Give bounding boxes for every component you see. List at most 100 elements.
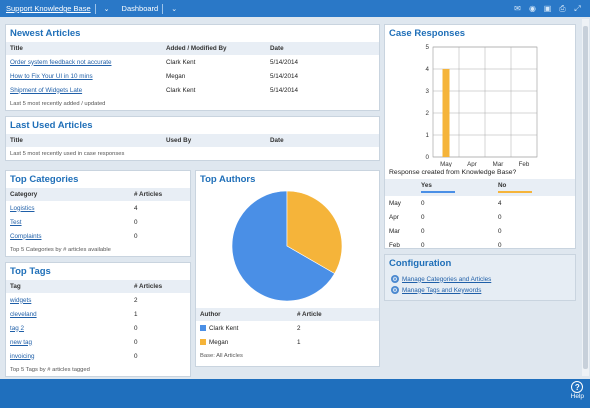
- chevron-down-icon[interactable]: ⌄: [103, 5, 110, 13]
- table-row: Megan 1: [196, 335, 379, 349]
- top-bar: Support Knowledge Base ⌄ Dashboard ⌄ ✉ ◉…: [0, 0, 590, 17]
- legend-swatch-clark-kent: [200, 324, 206, 331]
- tag-link[interactable]: tag 2: [10, 324, 25, 332]
- table-row: invoicing 0: [6, 349, 190, 363]
- table-row: How to Fix Your UI in 10 mins Megan 5/14…: [6, 69, 379, 83]
- breadcrumb-label[interactable]: Support Knowledge Base: [6, 4, 91, 13]
- no-count: 0: [498, 241, 502, 249]
- scrollbar-thumb[interactable]: [583, 26, 588, 369]
- legend-swatch-megan: [200, 338, 206, 345]
- authors-pie-chart: [231, 190, 343, 302]
- month: Apr: [389, 213, 399, 221]
- article-count: 0: [134, 352, 138, 360]
- link-label[interactable]: Manage Categories and Articles: [402, 275, 492, 283]
- y-tick-label: 4: [426, 66, 430, 73]
- panel-title: Configuration: [389, 258, 452, 269]
- table-row: Mar 0 0: [385, 224, 575, 238]
- camera-icon[interactable]: ◉: [529, 4, 536, 13]
- panel-footer: Top 5 Tags by # articles tagged: [10, 367, 90, 373]
- panel-title: Top Categories: [10, 174, 79, 185]
- header-label: No: [498, 182, 507, 189]
- panel-footer: Base: All Articles: [200, 353, 243, 359]
- yes-count: 0: [421, 227, 425, 235]
- top-categories-panel: Top Categories Category # Articles Logis…: [5, 170, 191, 257]
- settings-icon: ⚙: [391, 286, 399, 294]
- tag-link[interactable]: cleveland: [10, 310, 37, 318]
- article-count: 0: [134, 338, 138, 346]
- table-row: cleveland 1: [6, 307, 190, 321]
- column-header: Title: [6, 42, 162, 55]
- table-row: Test 0: [6, 215, 190, 229]
- category-link[interactable]: Logistics: [10, 204, 35, 212]
- newest-articles-panel: Newest Articles Title Added / Modified B…: [5, 24, 380, 111]
- column-header: Title: [6, 134, 162, 147]
- date: 5/14/2014: [270, 72, 299, 80]
- article-link[interactable]: Shipment of Widgets Late: [10, 86, 83, 94]
- article-count: 0: [134, 218, 138, 226]
- article-link[interactable]: Order system feedback not accurate: [10, 58, 112, 66]
- no-count: 0: [498, 227, 502, 235]
- column-header: Added / Modified By: [162, 42, 266, 55]
- divider: [162, 3, 164, 14]
- added-by: Clark Kent: [166, 86, 196, 94]
- no-count: 4: [498, 199, 502, 207]
- pie-slice-megan[interactable]: [286, 190, 343, 274]
- lock-icon[interactable]: ▣: [543, 4, 552, 13]
- author-name: Clark Kent: [209, 324, 239, 332]
- column-header-yes: Yes: [417, 179, 494, 196]
- breadcrumb-knowledge-base[interactable]: Support Knowledge Base ⌄: [0, 3, 116, 14]
- link-label[interactable]: Manage Tags and Keywords: [402, 286, 482, 294]
- added-by: Megan: [166, 72, 186, 80]
- table-row: Order system feedback not accurate Clark…: [6, 55, 379, 69]
- panel-footer: Last 5 most recently used in case respon…: [10, 151, 125, 157]
- yes-count: 0: [421, 241, 425, 249]
- tag-link[interactable]: new tag: [10, 338, 33, 346]
- manage-tags-link[interactable]: ⚙ Manage Tags and Keywords: [385, 286, 575, 297]
- column-header: Date: [266, 134, 379, 147]
- table-row: Feb 0 0: [385, 238, 575, 252]
- no-color-bar: [498, 191, 532, 193]
- expand-icon[interactable]: ⤢: [574, 3, 581, 13]
- tags-table: Tag # Articles widgets 2 cleveland 1 tag…: [6, 280, 190, 363]
- article-count: 1: [134, 310, 138, 318]
- tag-link[interactable]: invoicing: [10, 352, 35, 360]
- column-header: # Articles: [130, 280, 190, 293]
- date: 5/14/2014: [270, 58, 299, 66]
- month: Mar: [389, 227, 400, 235]
- category-link[interactable]: Test: [10, 218, 22, 226]
- added-by: Clark Kent: [166, 58, 196, 66]
- column-header: Date: [266, 42, 379, 55]
- top-tags-panel: Top Tags Tag # Articles widgets 2 clevel…: [5, 262, 191, 377]
- help-label[interactable]: Help: [570, 393, 584, 400]
- x-tick-label: Feb: [519, 161, 530, 167]
- comment-icon[interactable]: ✉: [514, 4, 521, 13]
- yes-count: 0: [421, 199, 425, 207]
- y-tick-label: 0: [426, 154, 430, 161]
- print-icon[interactable]: ⎙: [559, 3, 566, 13]
- table-row: widgets 2: [6, 293, 190, 307]
- author-name: Megan: [209, 338, 229, 346]
- column-header: # Article: [293, 308, 379, 321]
- help-icon[interactable]: ?: [571, 381, 584, 393]
- manage-categories-link[interactable]: ⚙ Manage Categories and Articles: [385, 272, 575, 286]
- case-responses-panel: Case Responses 0 1 2 3 4 5 May Apr Mar Feb Respon…: [384, 24, 576, 249]
- article-count: 1: [297, 338, 301, 346]
- top-authors-panel: Top Authors Author # Article Clark Kent …: [195, 170, 380, 367]
- table-row: Clark Kent 2: [196, 321, 379, 335]
- tag-link[interactable]: widgets: [10, 296, 32, 304]
- y-tick-label: 2: [426, 110, 430, 117]
- breadcrumb-label[interactable]: Dashboard: [121, 4, 159, 13]
- column-header: Category: [6, 188, 130, 201]
- chevron-down-icon[interactable]: ⌄: [171, 5, 178, 13]
- breadcrumb-dashboard[interactable]: Dashboard ⌄: [116, 3, 184, 14]
- table-row: tag 2 0: [6, 321, 190, 335]
- column-header-no: No: [494, 179, 575, 196]
- pie-slice-clark-kent[interactable]: [231, 190, 336, 302]
- help-button[interactable]: ? Help: [571, 381, 584, 400]
- table-row: Shipment of Widgets Late Clark Kent 5/14…: [6, 83, 379, 97]
- categories-table: Category # Articles Logistics 4 Test 0 C…: [6, 188, 190, 243]
- category-link[interactable]: Complaints: [10, 232, 42, 240]
- y-tick-label: 5: [426, 44, 430, 51]
- article-link[interactable]: How to Fix Your UI in 10 mins: [10, 72, 93, 80]
- table-row: new tag 0: [6, 335, 190, 349]
